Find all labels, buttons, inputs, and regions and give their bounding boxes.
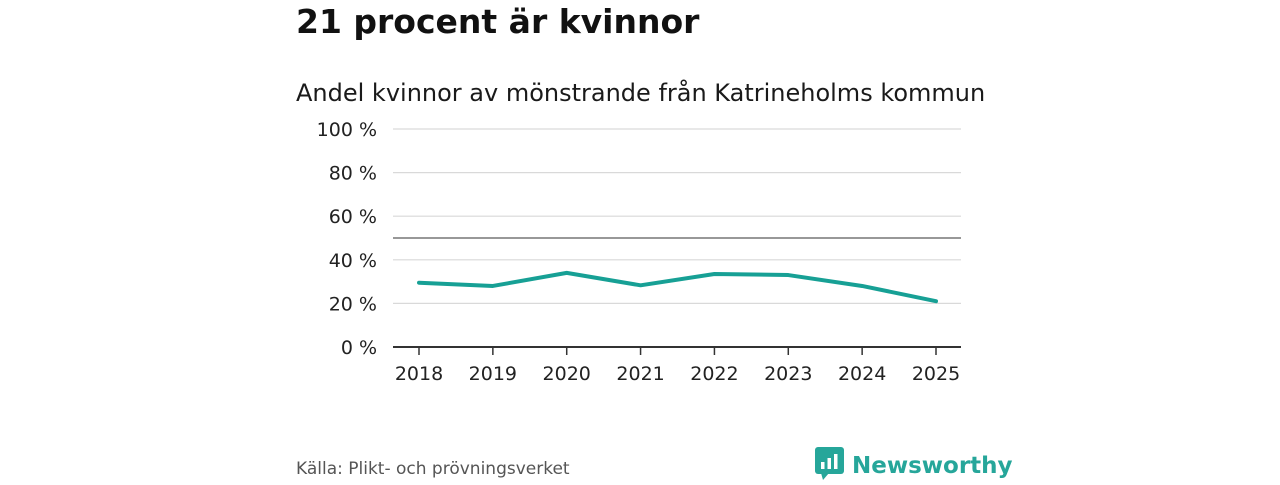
x-tick-label: 2018 xyxy=(395,363,443,385)
grid-layer xyxy=(393,129,961,303)
x-tick-label: 2021 xyxy=(616,363,664,385)
y-tick-label: 60 % xyxy=(329,206,377,228)
x-tick-label: 2020 xyxy=(543,363,591,385)
y-tick-label: 40 % xyxy=(329,250,377,272)
x-tick-label: 2019 xyxy=(469,363,517,385)
series-line xyxy=(419,273,936,301)
y-tick-label: 0 % xyxy=(341,337,377,359)
newsworthy-logo-icon xyxy=(815,447,844,485)
y-tick-label: 20 % xyxy=(329,293,377,315)
source-note: Källa: Plikt- och prövningsverket xyxy=(296,457,570,481)
x-tick-label: 2022 xyxy=(690,363,738,385)
axis-layer: 0 % 20 % 40 % 60 % 80 % 100 % 2018 2019 2020 2021… xyxy=(317,119,961,385)
brand-logo[interactable]: Newsworthy xyxy=(815,447,1013,485)
x-tick-label: 2023 xyxy=(764,363,812,385)
x-tick-label: 2024 xyxy=(838,363,886,385)
y-tick-label: 100 % xyxy=(317,119,377,141)
series-layer xyxy=(419,273,936,301)
y-tick-label: 80 % xyxy=(329,163,377,185)
brand-name: Newsworthy xyxy=(852,452,1013,480)
x-tick-label: 2025 xyxy=(912,363,960,385)
